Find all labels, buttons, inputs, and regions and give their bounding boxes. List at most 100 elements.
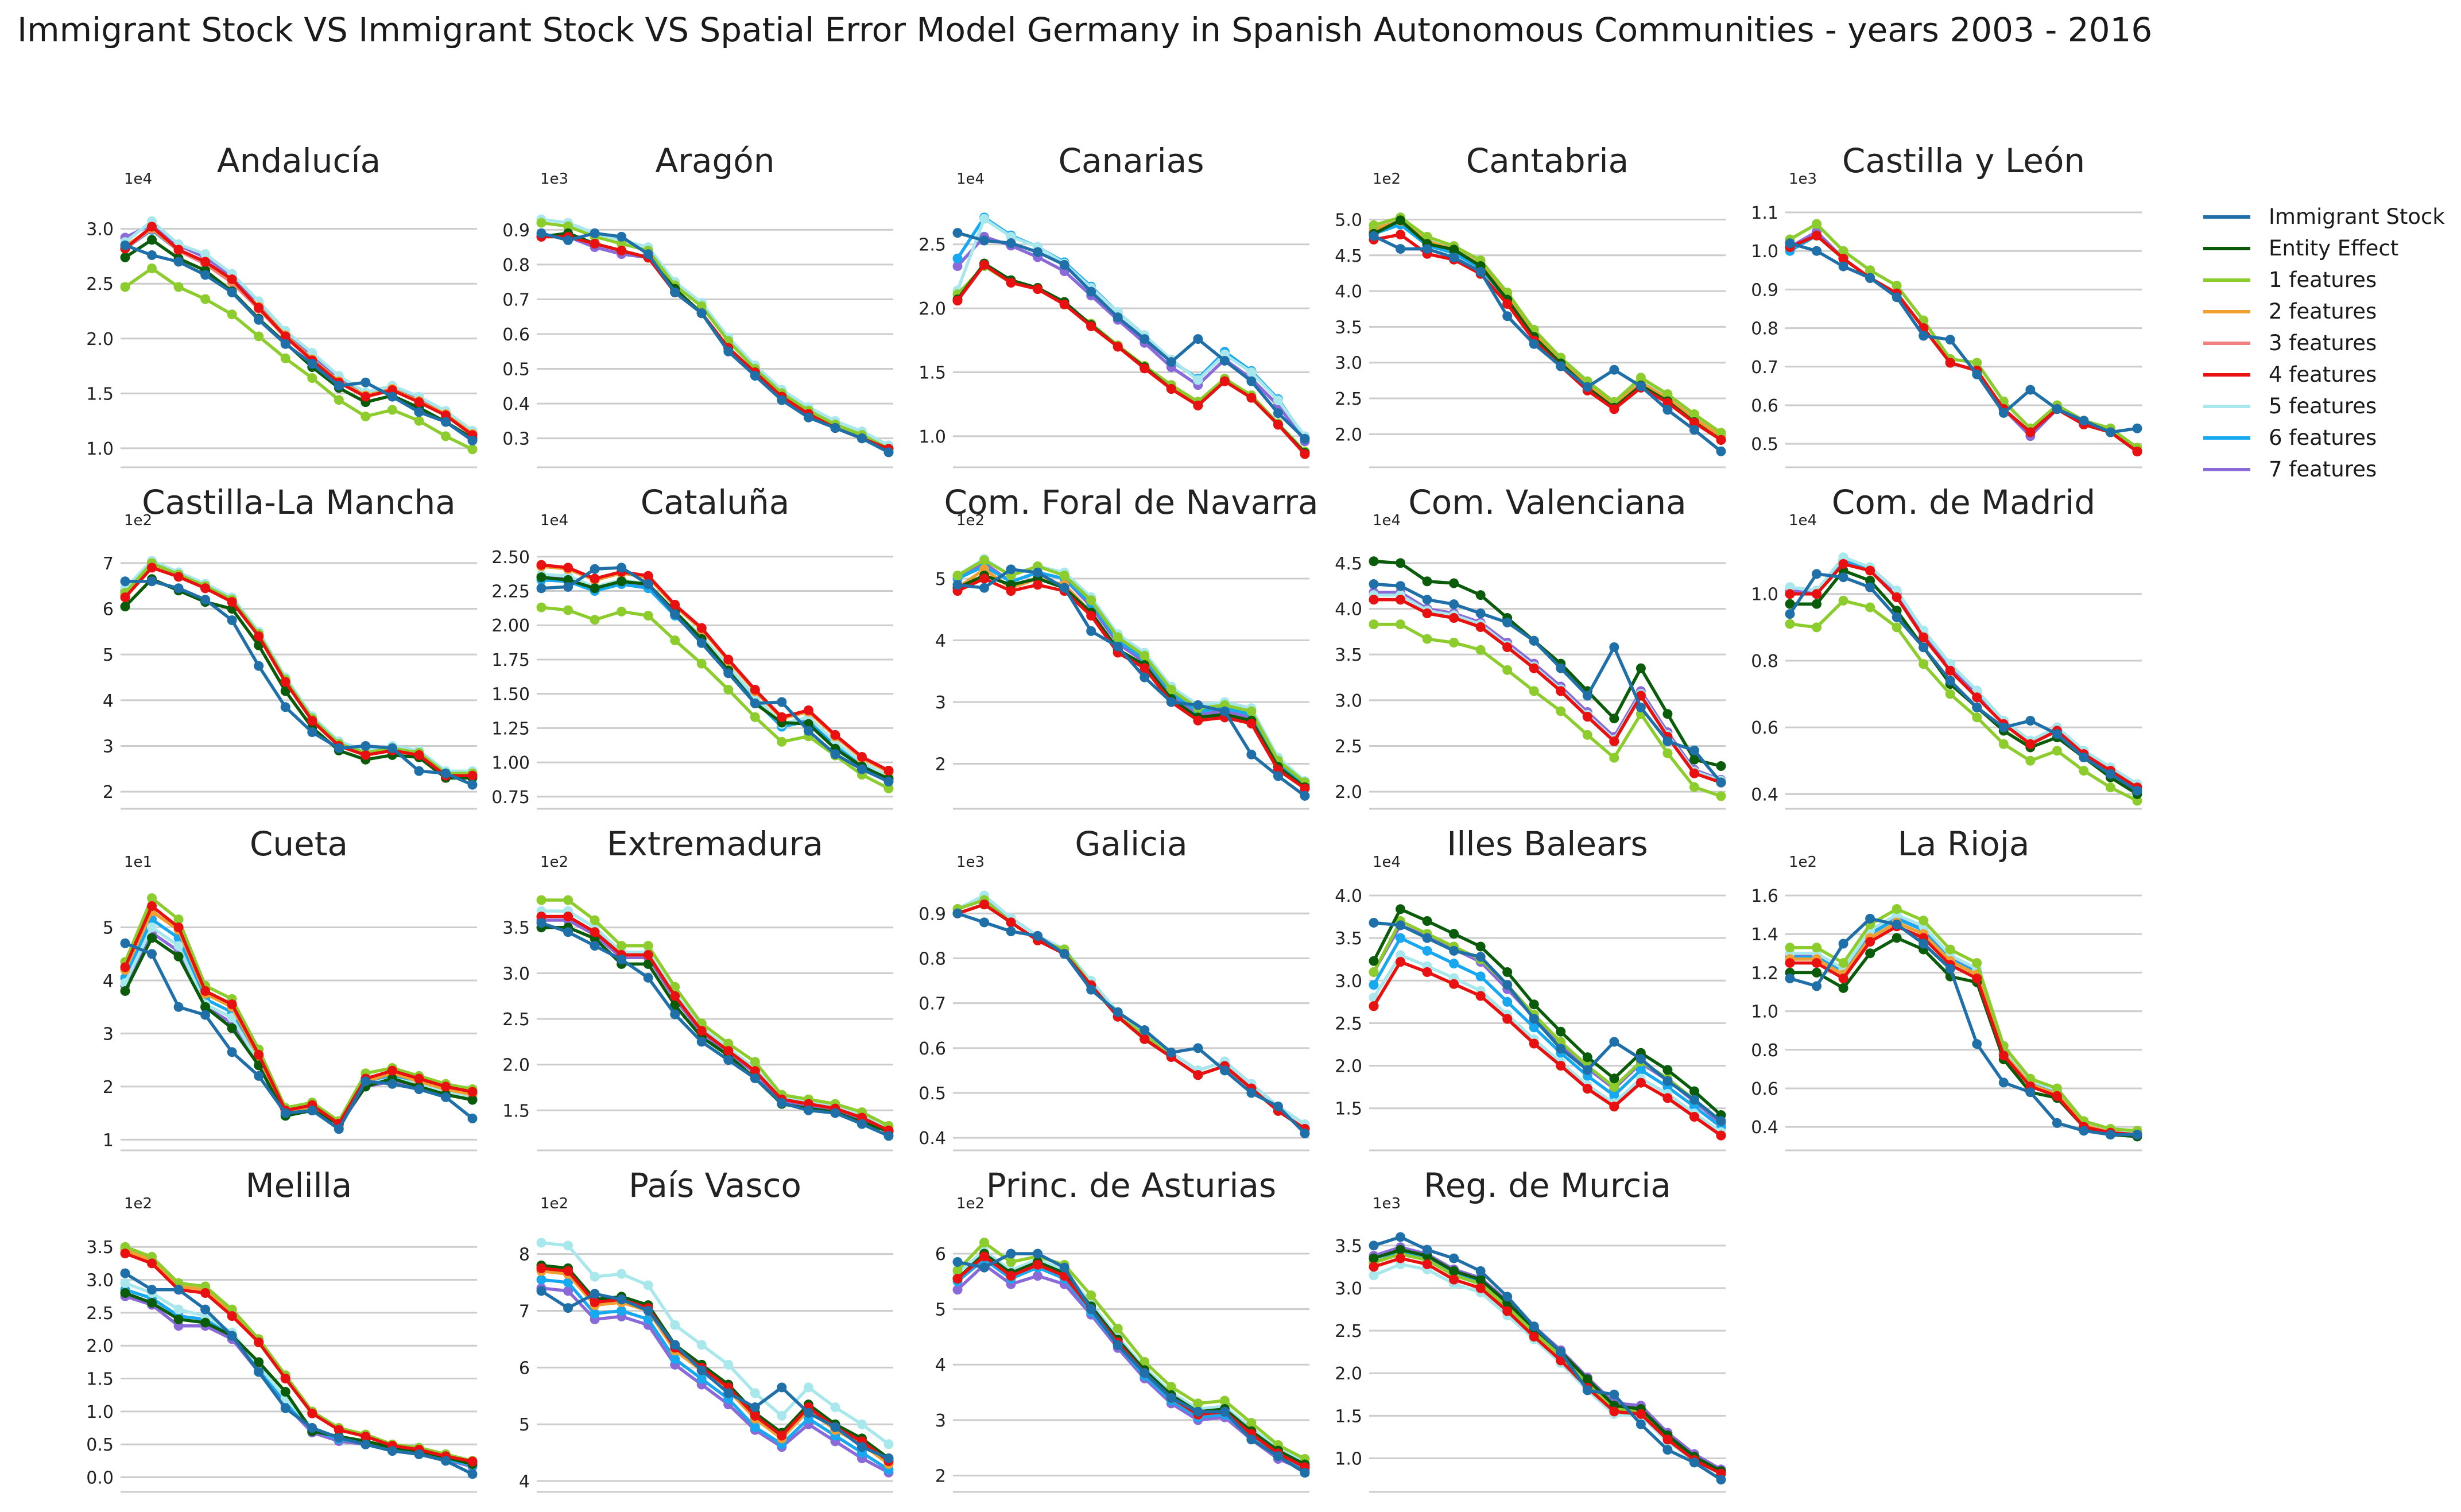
- data-point: [227, 1311, 237, 1321]
- data-point: [1865, 913, 1875, 924]
- data-point: [1140, 1025, 1150, 1036]
- data-point: [1475, 941, 1486, 952]
- data-point: [1716, 791, 1726, 801]
- series-line: [123, 566, 472, 777]
- data-point: [1422, 608, 1432, 619]
- y-tick-label: 0.8: [1751, 1041, 1778, 1061]
- legend-swatch: [2203, 278, 2250, 282]
- data-point: [307, 373, 317, 383]
- data-point: [361, 1439, 371, 1449]
- data-point: [1609, 1102, 1619, 1112]
- data-point: [1475, 1274, 1486, 1285]
- data-point: [254, 1367, 264, 1377]
- data-point: [1422, 916, 1432, 926]
- legend: Immigrant Stock Entity Effect 1 features…: [2203, 201, 2445, 485]
- data-point: [1006, 586, 1016, 596]
- data-point: [361, 750, 371, 760]
- data-point: [1369, 1001, 1379, 1011]
- data-point: [1273, 420, 1283, 430]
- legend-label: 6 features: [2269, 425, 2377, 450]
- data-point: [1140, 672, 1150, 683]
- y-tick-label: 1.5: [1335, 1406, 1362, 1426]
- data-point: [1086, 321, 1096, 331]
- data-point: [1113, 1323, 1123, 1333]
- data-point: [467, 436, 478, 446]
- data-point: [563, 1303, 573, 1313]
- data-point: [147, 1298, 157, 1308]
- data-point: [670, 1000, 680, 1010]
- data-point: [1273, 396, 1283, 406]
- legend-item: Entity Effect: [2203, 232, 2445, 264]
- series-5: [536, 560, 894, 776]
- data-point: [1140, 334, 1150, 344]
- data-point: [1193, 1070, 1203, 1080]
- data-point: [1972, 692, 1982, 703]
- subplot-title: La Rioja: [1898, 824, 2030, 863]
- data-point: [280, 353, 290, 363]
- data-point: [120, 1288, 130, 1298]
- data-point: [1166, 383, 1176, 394]
- data-point: [1812, 943, 1822, 953]
- data-point: [467, 1456, 478, 1467]
- series-line: [1789, 917, 2137, 1137]
- data-point: [147, 235, 157, 245]
- y-tick-label: 2.50: [491, 548, 530, 568]
- data-point: [387, 391, 397, 402]
- data-point: [1422, 945, 1432, 956]
- data-point: [254, 631, 264, 641]
- y-tick-label: 6: [519, 1358, 530, 1378]
- data-point: [361, 1431, 371, 1441]
- data-point: [777, 697, 787, 707]
- data-point: [1919, 659, 1929, 669]
- y-tick-label: 2: [103, 782, 114, 802]
- axis-exponent: 1e3: [956, 854, 985, 871]
- data-point: [696, 623, 707, 633]
- data-point: [120, 1268, 130, 1278]
- data-point: [1166, 697, 1176, 707]
- data-point: [307, 1408, 317, 1418]
- series-line: [1790, 921, 2138, 1137]
- series-0: [952, 908, 1310, 1138]
- subplot: 0.0 0.5 1.0 1.5 2.0 2.5 3.0 3.5 1e2 Melilla: [86, 1166, 478, 1493]
- legend-swatch: [2203, 373, 2250, 377]
- data-point: [1369, 619, 1379, 630]
- data-point: [200, 1002, 211, 1012]
- data-point: [979, 555, 990, 565]
- series-line: [124, 941, 474, 1131]
- data-point: [2105, 769, 2115, 780]
- y-tick-label: 0.4: [918, 1129, 946, 1149]
- series-0: [952, 564, 1310, 801]
- data-point: [227, 1023, 237, 1033]
- data-point: [1033, 1259, 1043, 1270]
- data-point: [2052, 404, 2062, 414]
- subplot: 4 5 6 7 8 1e2 País Vasco: [519, 1166, 894, 1493]
- data-point: [254, 661, 264, 671]
- data-point: [1636, 1054, 1646, 1064]
- data-point: [1166, 1048, 1176, 1058]
- subplot-title: Com. Foral de Navarra: [944, 483, 1318, 522]
- data-point: [1972, 712, 1982, 723]
- legend-swatch: [2203, 341, 2250, 345]
- series-4: [120, 906, 478, 1129]
- data-point: [1662, 1076, 1673, 1086]
- data-point: [2105, 1130, 2115, 1140]
- data-point: [1972, 358, 1982, 368]
- data-point: [1300, 449, 1310, 459]
- data-point: [1892, 592, 1902, 603]
- y-tick-label: 0.7: [1751, 358, 1778, 378]
- y-tick-label: 6: [935, 1245, 946, 1265]
- data-point: [1582, 382, 1592, 392]
- subplot-title: Com. de Madrid: [1832, 483, 2095, 522]
- data-point: [387, 1079, 397, 1089]
- data-point: [1086, 595, 1096, 606]
- data-point: [1396, 957, 1406, 967]
- series-0: [536, 563, 894, 787]
- subplot-title: Melilla: [246, 1166, 352, 1205]
- y-tick-label: 1.0: [86, 439, 114, 459]
- data-point: [590, 239, 600, 249]
- data-point: [1502, 299, 1513, 309]
- y-tick-label: 1: [103, 1130, 114, 1150]
- data-point: [1716, 777, 1726, 788]
- legend-label: 5 features: [2269, 394, 2377, 418]
- series-0: [1369, 231, 1726, 456]
